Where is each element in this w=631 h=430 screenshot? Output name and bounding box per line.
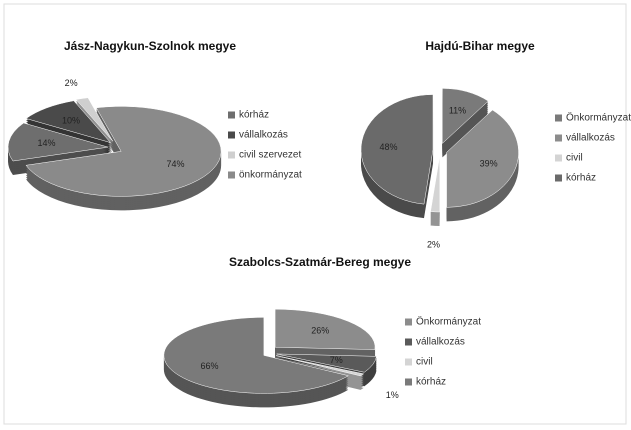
legend-swatch bbox=[405, 338, 412, 346]
data-label: 66% bbox=[201, 361, 219, 371]
legend-label: civil szervezet bbox=[239, 150, 301, 161]
slice bbox=[446, 109, 519, 208]
slice bbox=[25, 100, 112, 144]
legend-label: vállalkozás bbox=[416, 337, 465, 348]
legend-swatch bbox=[555, 154, 562, 162]
data-label: 14% bbox=[38, 138, 56, 148]
slice-side bbox=[276, 357, 364, 378]
data-label: 11% bbox=[449, 106, 466, 116]
legend-label: kórház bbox=[566, 173, 596, 184]
data-label: 10% bbox=[62, 115, 80, 125]
legend-label: vállalkozás bbox=[239, 130, 288, 141]
legend-label: civil bbox=[566, 153, 583, 164]
legend-swatch bbox=[228, 171, 235, 179]
legend-label: vállalkozás bbox=[566, 133, 615, 144]
legend-swatch bbox=[228, 111, 235, 119]
legend-swatch bbox=[228, 131, 235, 139]
legend-label: Önkormányzat bbox=[566, 112, 631, 124]
data-label: 74% bbox=[166, 159, 184, 169]
data-label: 2% bbox=[427, 239, 440, 249]
legend-label: civil bbox=[416, 357, 433, 368]
legend-label: Önkormányzat bbox=[416, 316, 481, 328]
legend-swatch bbox=[555, 134, 562, 142]
legend-swatch bbox=[555, 174, 562, 182]
data-label: 2% bbox=[65, 78, 78, 88]
slice-side bbox=[76, 99, 113, 144]
legend-label: kórház bbox=[239, 110, 269, 121]
data-label: 39% bbox=[480, 158, 498, 168]
legend-swatch bbox=[405, 358, 412, 366]
legend-label: önkormányzat bbox=[239, 170, 302, 181]
slice bbox=[163, 317, 349, 394]
chart-title: Hajdú-Bihar megye bbox=[425, 39, 535, 53]
legend-label: kórház bbox=[416, 377, 446, 388]
slice bbox=[360, 94, 434, 205]
data-label: 26% bbox=[311, 325, 329, 335]
slice bbox=[75, 97, 114, 142]
legend-swatch bbox=[405, 378, 412, 386]
slice bbox=[274, 308, 376, 350]
slice bbox=[7, 122, 109, 162]
chart-title: Szabolcs-Szatmár-Bereg megye bbox=[229, 255, 411, 269]
data-label: 48% bbox=[379, 142, 397, 152]
chart-title: Jász-Nagykun-Szolnok megye bbox=[64, 39, 236, 53]
slice bbox=[430, 156, 440, 213]
slice bbox=[442, 88, 489, 144]
legend-swatch bbox=[555, 114, 562, 122]
slice bbox=[276, 353, 377, 373]
legend-swatch bbox=[405, 318, 412, 326]
data-label: 7% bbox=[330, 355, 343, 365]
legend-swatch bbox=[228, 151, 235, 159]
slice bbox=[275, 355, 365, 377]
data-label: 1% bbox=[386, 390, 399, 400]
slice bbox=[25, 106, 222, 197]
